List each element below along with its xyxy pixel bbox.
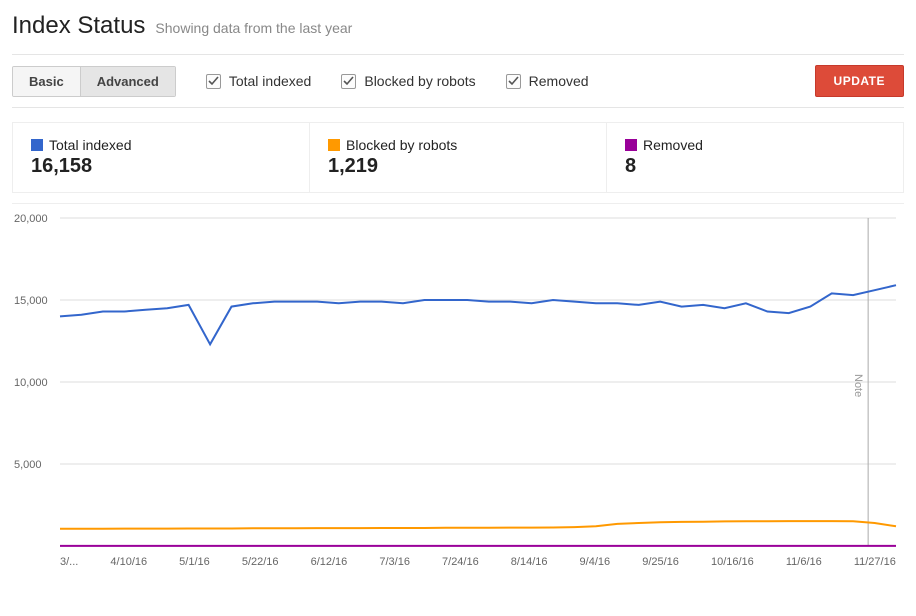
x-axis-label: 7/3/16 — [379, 556, 410, 568]
stats-row: Total indexed 16,158 Blocked by robots 1… — [12, 122, 904, 193]
line-chart-svg: 20,000 15,000 10,000 5,000 — [12, 212, 904, 552]
update-button[interactable]: UPDATE — [815, 65, 904, 97]
x-axis-label: 5/1/16 — [179, 556, 210, 568]
chart: 20,00015,00010,0005,000 Note 3/...4/10/1… — [12, 203, 904, 563]
stat-total-indexed: Total indexed 16,158 — [13, 123, 310, 192]
stat-label-text: Total indexed — [49, 137, 132, 153]
swatch-total-indexed — [31, 139, 43, 151]
svg-text:5,000: 5,000 — [14, 459, 42, 471]
check-icon — [206, 74, 221, 89]
stat-value: 1,219 — [328, 155, 588, 178]
checkbox-total-indexed[interactable]: Total indexed — [206, 73, 312, 89]
check-icon — [341, 74, 356, 89]
page-subtitle: Showing data from the last year — [155, 20, 352, 36]
checkbox-label: Removed — [529, 73, 589, 89]
checkbox-label: Total indexed — [229, 73, 312, 89]
x-axis-label: 4/10/16 — [110, 556, 147, 568]
stat-label-text: Removed — [643, 137, 703, 153]
x-axis-label: 10/16/16 — [711, 556, 754, 568]
x-axis-label: 9/25/16 — [642, 556, 679, 568]
svg-text:20,000: 20,000 — [14, 213, 48, 225]
x-axis-label: 3/... — [60, 556, 78, 568]
svg-text:15,000: 15,000 — [14, 295, 48, 307]
swatch-blocked — [328, 139, 340, 151]
swatch-removed — [625, 139, 637, 151]
stat-value: 8 — [625, 155, 885, 178]
svg-text:10,000: 10,000 — [14, 377, 48, 389]
x-axis-label: 9/4/16 — [580, 556, 611, 568]
stat-value: 16,158 — [31, 155, 291, 178]
tab-basic[interactable]: Basic — [13, 67, 80, 96]
stat-removed: Removed 8 — [607, 123, 903, 192]
stat-label-text: Blocked by robots — [346, 137, 457, 153]
stat-blocked: Blocked by robots 1,219 — [310, 123, 607, 192]
note-label: Note — [852, 374, 864, 397]
checkbox-blocked[interactable]: Blocked by robots — [341, 73, 475, 89]
toolbar: Basic Advanced Total indexed Blocked by … — [12, 54, 904, 108]
x-axis-label: 6/12/16 — [311, 556, 348, 568]
x-axis-label: 7/24/16 — [442, 556, 479, 568]
checkbox-removed[interactable]: Removed — [506, 73, 589, 89]
page-header: Index Status Showing data from the last … — [12, 12, 904, 40]
x-axis-label: 5/22/16 — [242, 556, 279, 568]
check-icon — [506, 74, 521, 89]
checkbox-label: Blocked by robots — [364, 73, 475, 89]
x-axis-label: 8/14/16 — [511, 556, 548, 568]
x-axis: 3/... 4/10/16 5/1/16 5/22/16 6/12/16 7/3/16 7/… — [12, 552, 904, 568]
tab-advanced[interactable]: Advanced — [80, 67, 175, 96]
x-axis-label: 11/6/16 — [786, 556, 822, 568]
x-axis-label: 11/27/16 — [854, 556, 896, 568]
tab-group: Basic Advanced — [12, 66, 176, 97]
page-title: Index Status — [12, 12, 145, 40]
